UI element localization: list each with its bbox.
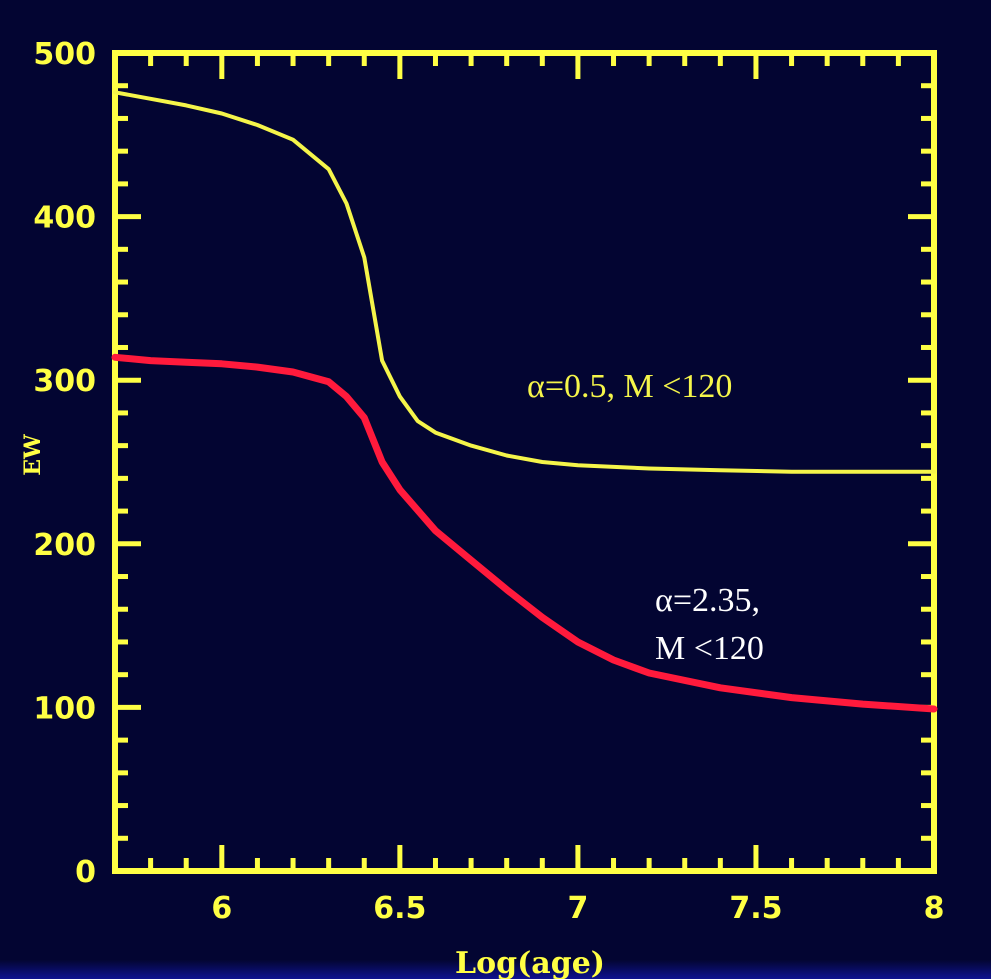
x-tick-label: 7: [567, 891, 588, 926]
x-tick-label: 8: [924, 891, 945, 926]
y-axis-label: EW: [20, 434, 46, 476]
annotation-yellow-series: α=0.5, M <120: [527, 368, 732, 405]
x-axis-label: Log(age): [455, 946, 605, 979]
series-yellow-line: [113, 90, 936, 474]
y-tick-label: 100: [33, 691, 96, 726]
x-tick-label: 6: [211, 891, 232, 926]
plot-frame-rect: [112, 50, 937, 874]
y-tick-label: 0: [75, 855, 96, 890]
data-series: [111, 90, 938, 713]
annotation-red-series-line2: M <120: [655, 630, 764, 667]
axis-ticks: [115, 53, 937, 871]
annotation-red-series-line1: α=2.35,: [655, 582, 760, 619]
plot-frame: [112, 50, 937, 874]
y-tick-label: 400: [33, 201, 96, 236]
y-tick-label: 200: [33, 528, 96, 563]
x-tick-label: 7.5: [729, 891, 782, 926]
series-red-line: [111, 353, 938, 713]
x-tick-label: 6.5: [373, 891, 426, 926]
tick-labels: 6 6.5 7 7.5 8 0 100 200 300 400 500: [33, 37, 944, 926]
y-tick-label: 500: [33, 37, 96, 72]
y-tick-label: 300: [33, 364, 96, 399]
